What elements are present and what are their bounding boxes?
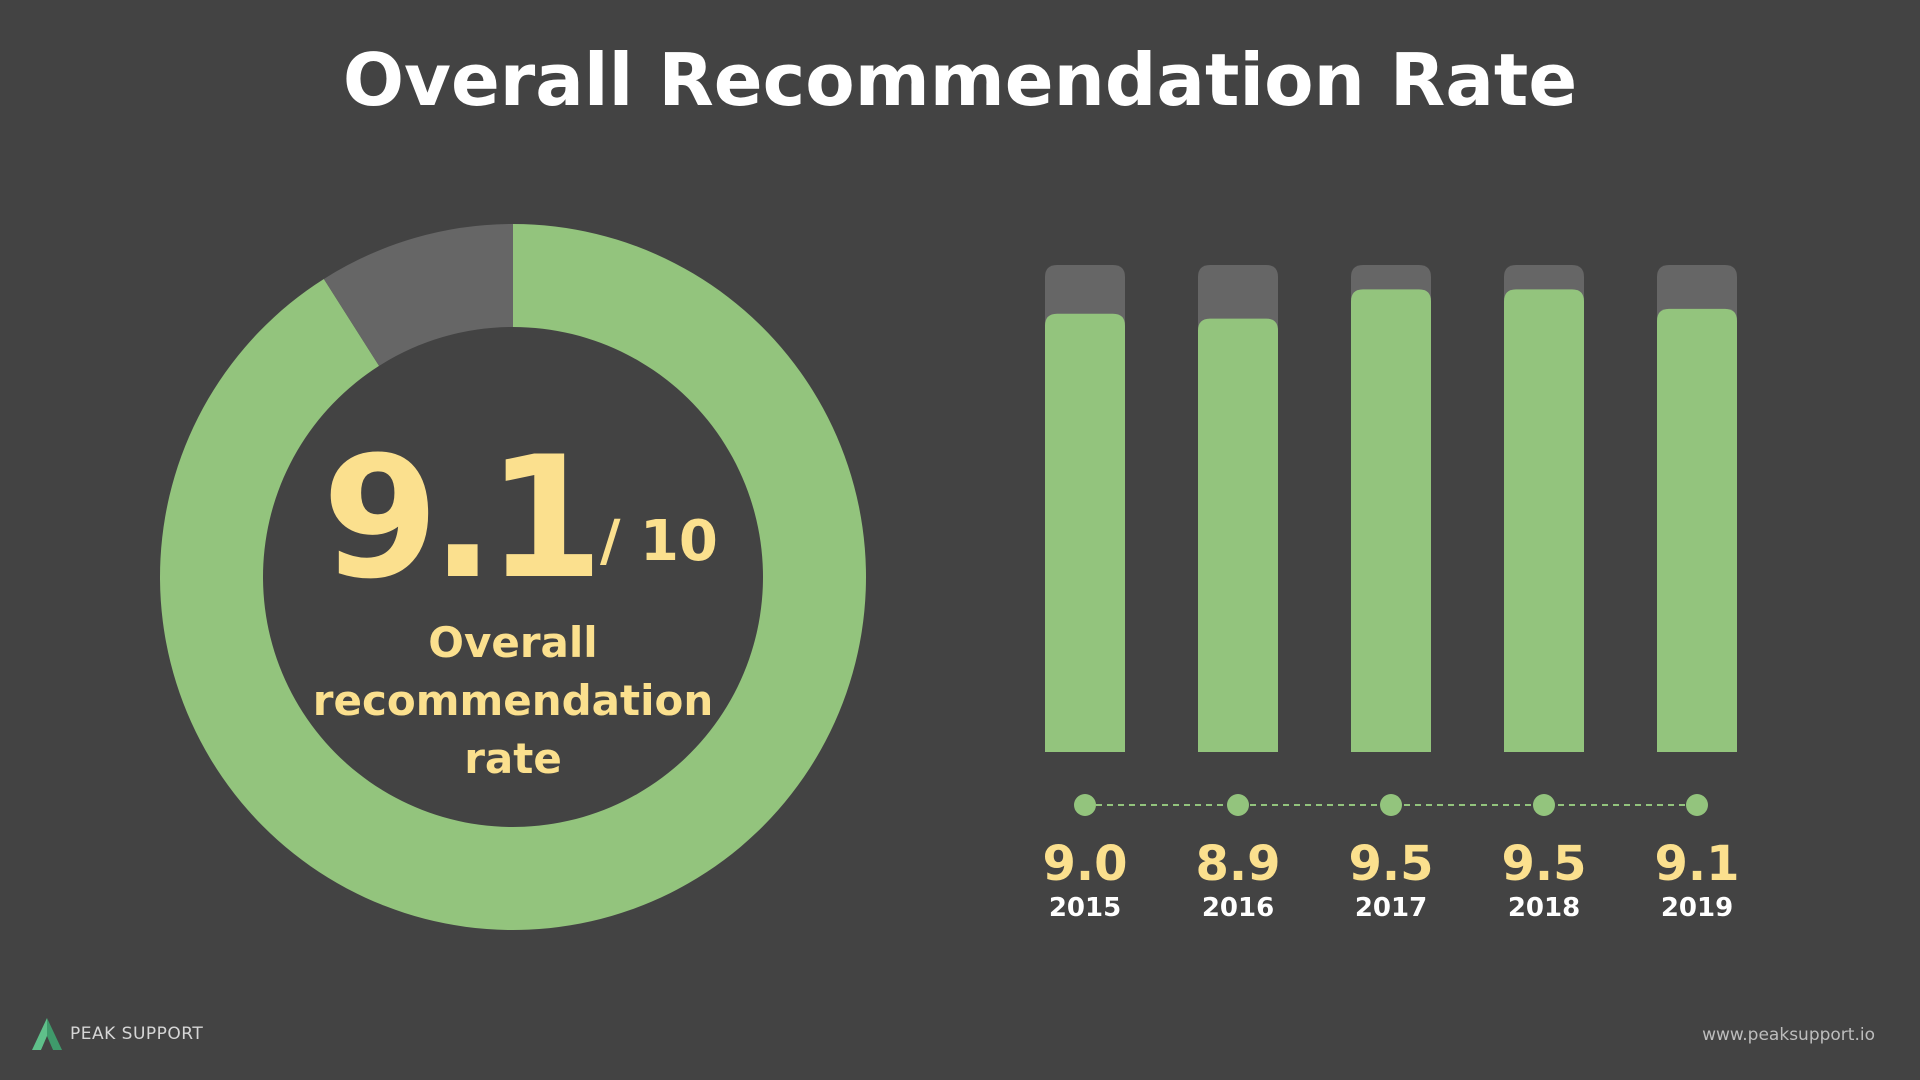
donut-svg xyxy=(160,224,866,930)
overall-score-label: Overall recommendation rate xyxy=(263,614,763,788)
bar-value-label-2017: 9.5 xyxy=(1348,836,1434,892)
donut-slice-remainder xyxy=(323,224,513,366)
bar-value-2018 xyxy=(1504,289,1584,752)
overall-score-value: 9.1 xyxy=(322,420,604,616)
bar-value-label-2016: 8.9 xyxy=(1195,836,1281,892)
bar-value-label-2019: 9.1 xyxy=(1654,836,1740,892)
timeline-dot-2015 xyxy=(1074,794,1096,816)
timeline xyxy=(1074,794,1708,816)
bar-value-label-2015: 9.0 xyxy=(1042,836,1128,892)
bar-year-label-2016: 2016 xyxy=(1201,893,1275,923)
footer-url[interactable]: www.peaksupport.io xyxy=(1702,1025,1875,1045)
brand-name: PEAK SUPPORT xyxy=(70,1024,204,1044)
timeline-dot-2019 xyxy=(1686,794,1708,816)
overall-score-label-line: Overall xyxy=(428,618,598,667)
bar-value-2019 xyxy=(1657,308,1737,752)
bar-value-2015 xyxy=(1045,313,1125,752)
donut-chart: 9.1 / 10 Overall recommendation rate xyxy=(160,224,866,930)
bar-value-2017 xyxy=(1351,289,1431,752)
yearly-bar-chart: 9.0 2015 8.9 2016 9.5 2017 9.5 2018 9.1 2019 xyxy=(1000,250,1800,930)
page-title: Overall Recommendation Rate xyxy=(342,38,1578,122)
bar-year-label-2018: 2018 xyxy=(1507,893,1581,923)
bars-svg xyxy=(1045,265,1737,752)
timeline-dot-2017 xyxy=(1380,794,1402,816)
timeline-dot-2018 xyxy=(1533,794,1555,816)
bar-year-label-2019: 2019 xyxy=(1660,893,1734,923)
bar-year-label-2015: 2015 xyxy=(1048,893,1122,923)
bar-year-label-2017: 2017 xyxy=(1354,893,1428,923)
bar-value-label-2018: 9.5 xyxy=(1501,836,1587,892)
overall-score-label-line: recommendation xyxy=(312,676,714,725)
overall-score-label-line: rate xyxy=(464,734,562,783)
timeline-dot-2016 xyxy=(1227,794,1249,816)
donut-center: 9.1 / 10 Overall recommendation rate xyxy=(160,224,866,930)
bar-value-2016 xyxy=(1198,318,1278,752)
overall-score-max: / 10 xyxy=(600,509,718,574)
brand: PEAK SUPPORT xyxy=(30,1016,203,1052)
mountain-logo-icon xyxy=(32,1018,62,1050)
